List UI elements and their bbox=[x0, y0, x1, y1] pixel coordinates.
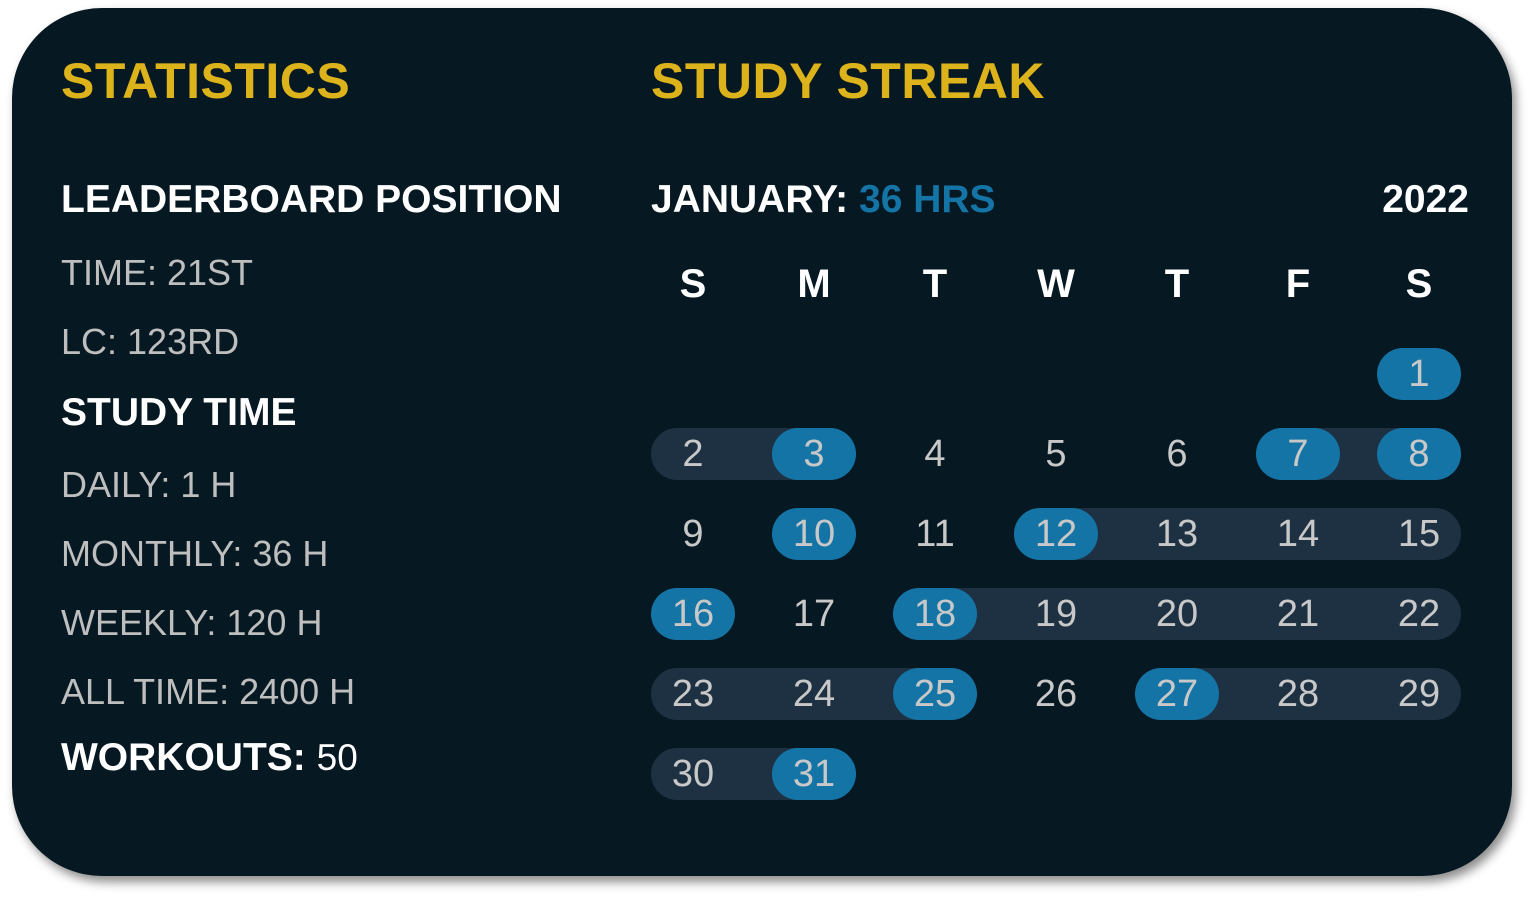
study-day-highlight bbox=[893, 668, 977, 720]
calendar-day[interactable]: 2 bbox=[682, 433, 704, 475]
month-label: JANUARY: bbox=[651, 178, 849, 221]
study-day-highlight bbox=[893, 588, 977, 640]
study-day-highlight bbox=[1377, 428, 1461, 480]
calendar-day[interactable]: 20 bbox=[1155, 593, 1199, 635]
all-time: ALL TIME: 2400 H bbox=[61, 671, 356, 712]
weekday-header: S bbox=[679, 262, 707, 306]
calendar-day[interactable]: 19 bbox=[1034, 593, 1078, 635]
calendar-day[interactable]: 25 bbox=[913, 673, 957, 715]
study-day-highlight bbox=[1135, 668, 1219, 720]
study-day-highlight bbox=[1014, 508, 1098, 560]
weekday-header: S bbox=[1405, 262, 1433, 306]
calendar-day[interactable]: 7 bbox=[1287, 433, 1309, 475]
calendar-day[interactable]: 27 bbox=[1155, 673, 1199, 715]
calendar-day[interactable]: 1 bbox=[1408, 353, 1430, 395]
calendar-day[interactable]: 31 bbox=[792, 753, 836, 795]
calendar-day[interactable]: 22 bbox=[1397, 593, 1441, 635]
study-time-heading: STUDY TIME bbox=[61, 391, 297, 434]
calendar-day[interactable]: 23 bbox=[671, 673, 715, 715]
calendar-day[interactable]: 30 bbox=[671, 753, 715, 795]
calendar-day[interactable]: 11 bbox=[915, 513, 955, 555]
leaderboard-heading: LEADERBOARD POSITION bbox=[61, 178, 562, 221]
study-day-highlight bbox=[772, 428, 856, 480]
weekly-time: WEEKLY: 120 H bbox=[61, 602, 323, 643]
study-day-highlight bbox=[1377, 348, 1461, 400]
workouts: WORKOUTS: 50 bbox=[61, 736, 358, 780]
calendar-day[interactable]: 6 bbox=[1166, 433, 1188, 475]
study-day-highlight bbox=[772, 508, 856, 560]
study-day-highlight bbox=[651, 588, 735, 640]
calendar-day[interactable]: 3 bbox=[803, 433, 825, 475]
calendar-day[interactable]: 12 bbox=[1034, 513, 1078, 555]
study-streak-title: STUDY STREAK bbox=[651, 53, 1046, 109]
workouts-label: WORKOUTS: bbox=[61, 736, 306, 779]
calendar-day[interactable]: 18 bbox=[913, 593, 957, 635]
calendar-day[interactable]: 15 bbox=[1397, 513, 1441, 555]
calendar-day[interactable]: 9 bbox=[682, 513, 704, 555]
calendar-day[interactable]: 5 bbox=[1045, 433, 1067, 475]
calendar-day[interactable]: 10 bbox=[792, 513, 836, 555]
calendar-day[interactable]: 17 bbox=[792, 593, 836, 635]
calendar-day[interactable]: 29 bbox=[1397, 673, 1441, 715]
year-label: 2022 bbox=[1382, 178, 1469, 221]
calendar-day[interactable]: 24 bbox=[792, 673, 836, 715]
calendar-day[interactable]: 26 bbox=[1034, 673, 1078, 715]
calendar-day[interactable]: 28 bbox=[1276, 673, 1320, 715]
calendar-day[interactable]: 13 bbox=[1155, 513, 1199, 555]
monthly-time: MONTHLY: 36 H bbox=[61, 533, 329, 574]
daily-time: DAILY: 1 H bbox=[61, 464, 237, 505]
month-hours: 36 HRS bbox=[859, 178, 996, 221]
weekday-header: M bbox=[797, 262, 831, 306]
weekday-header: W bbox=[1037, 262, 1075, 306]
month-summary: JANUARY: 36 HRS bbox=[651, 178, 996, 222]
workouts-value: 50 bbox=[316, 737, 358, 778]
study-day-highlight bbox=[772, 748, 856, 800]
calendar-day[interactable]: 8 bbox=[1408, 433, 1430, 475]
weekday-header: T bbox=[1164, 262, 1190, 306]
calendar-day[interactable]: 4 bbox=[924, 433, 946, 475]
weekday-header: F bbox=[1285, 262, 1311, 306]
calendar-day[interactable]: 21 bbox=[1276, 593, 1320, 635]
calendar-day[interactable]: 14 bbox=[1276, 513, 1320, 555]
streak-strip bbox=[893, 588, 1461, 640]
calendar-day[interactable]: 16 bbox=[671, 593, 715, 635]
time-rank: TIME: 21ST bbox=[61, 252, 254, 293]
lc-rank: LC: 123RD bbox=[61, 321, 240, 362]
statistics-title: STATISTICS bbox=[61, 53, 351, 109]
weekday-header: T bbox=[922, 262, 948, 306]
study-day-highlight bbox=[1256, 428, 1340, 480]
